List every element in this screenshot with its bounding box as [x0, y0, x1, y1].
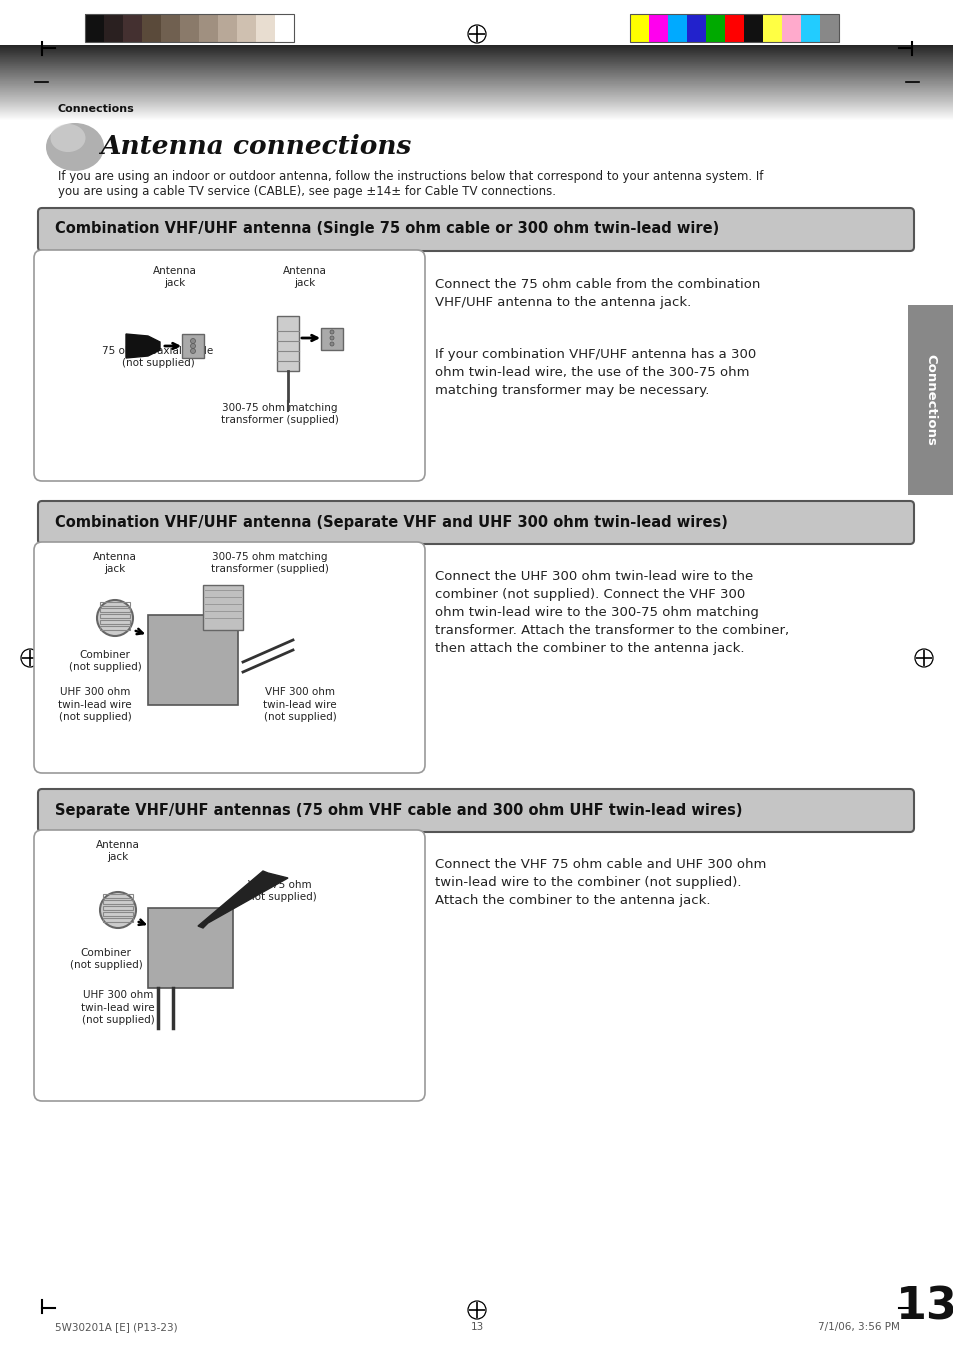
- Bar: [203, 585, 243, 630]
- Bar: [100, 626, 130, 630]
- Circle shape: [330, 342, 334, 346]
- Text: Combiner
(not supplied): Combiner (not supplied): [69, 650, 141, 671]
- Bar: [255, 14, 274, 42]
- Bar: [0, 0, 953, 45]
- Text: 7/1/06, 3:56 PM: 7/1/06, 3:56 PM: [818, 1323, 899, 1332]
- Text: Combiner
(not supplied): Combiner (not supplied): [70, 947, 142, 970]
- Text: Connect the VHF 75 ohm cable and UHF 300 ohm
twin-lead wire to the combiner (not: Connect the VHF 75 ohm cable and UHF 300…: [435, 858, 765, 907]
- Bar: [100, 620, 130, 624]
- Bar: [142, 14, 161, 42]
- Text: VHF 75 ohm
(not supplied): VHF 75 ohm (not supplied): [243, 880, 316, 902]
- Bar: [100, 608, 130, 612]
- Bar: [103, 917, 132, 921]
- Ellipse shape: [97, 600, 132, 636]
- Bar: [85, 14, 294, 42]
- Text: Connections: Connections: [923, 354, 937, 446]
- FancyBboxPatch shape: [34, 542, 424, 773]
- Bar: [629, 14, 838, 42]
- Ellipse shape: [51, 124, 86, 153]
- FancyBboxPatch shape: [38, 208, 913, 251]
- Text: Connections: Connections: [58, 104, 134, 113]
- Text: 13: 13: [895, 1285, 953, 1328]
- Bar: [820, 14, 838, 42]
- Text: Connect the UHF 300 ohm twin-lead wire to the
combiner (not supplied). Connect t: Connect the UHF 300 ohm twin-lead wire t…: [435, 570, 788, 655]
- Bar: [103, 900, 132, 904]
- Bar: [320, 328, 343, 350]
- Bar: [667, 14, 686, 42]
- Text: 75 ohm coaxial cable
(not supplied): 75 ohm coaxial cable (not supplied): [102, 346, 213, 367]
- Text: If you are using an indoor or outdoor antenna, follow the instructions below tha: If you are using an indoor or outdoor an…: [58, 170, 762, 182]
- Text: Antenna
jack: Antenna jack: [96, 839, 140, 862]
- Bar: [648, 14, 667, 42]
- Text: Connect the 75 ohm cable from the combination
VHF/UHF antenna to the antenna jac: Connect the 75 ohm cable from the combin…: [435, 278, 760, 309]
- Ellipse shape: [46, 123, 104, 172]
- Bar: [218, 14, 236, 42]
- Text: Antenna connections: Antenna connections: [100, 135, 411, 159]
- Polygon shape: [126, 334, 160, 358]
- Text: Antenna
jack: Antenna jack: [283, 266, 327, 288]
- Bar: [104, 14, 123, 42]
- FancyBboxPatch shape: [34, 830, 424, 1101]
- Bar: [743, 14, 762, 42]
- Text: Combination VHF/UHF antenna (Separate VHF and UHF 300 ohm twin-lead wires): Combination VHF/UHF antenna (Separate VH…: [55, 515, 727, 530]
- Bar: [199, 14, 218, 42]
- Circle shape: [330, 336, 334, 340]
- Bar: [781, 14, 801, 42]
- FancyBboxPatch shape: [34, 250, 424, 481]
- Bar: [100, 603, 130, 607]
- Text: you are using a cable TV service (CABLE), see page ±14± for Cable TV connections: you are using a cable TV service (CABLE)…: [58, 185, 556, 199]
- Text: VHF 300 ohm
twin-lead wire
(not supplied): VHF 300 ohm twin-lead wire (not supplied…: [263, 688, 336, 721]
- Text: 13: 13: [470, 1323, 483, 1332]
- Text: Antenna
jack: Antenna jack: [152, 266, 196, 288]
- Text: If your combination VHF/UHF antenna has a 300
ohm twin-lead wire, the use of the: If your combination VHF/UHF antenna has …: [435, 349, 756, 397]
- Text: UHF 300 ohm
twin-lead wire
(not supplied): UHF 300 ohm twin-lead wire (not supplied…: [58, 688, 132, 721]
- Text: Antenna
jack: Antenna jack: [93, 551, 137, 574]
- Text: Separate VHF/UHF antennas (75 ohm VHF cable and 300 ohm UHF twin-lead wires): Separate VHF/UHF antennas (75 ohm VHF ca…: [55, 802, 741, 817]
- Bar: [724, 14, 743, 42]
- Bar: [276, 316, 298, 372]
- Circle shape: [330, 330, 334, 334]
- Bar: [907, 305, 953, 494]
- Text: 300-75 ohm matching
transformer (supplied): 300-75 ohm matching transformer (supplie…: [221, 403, 338, 426]
- Bar: [762, 14, 781, 42]
- Circle shape: [191, 343, 195, 349]
- Text: Combination VHF/UHF antenna (Single 75 ohm cable or 300 ohm twin-lead wire): Combination VHF/UHF antenna (Single 75 o…: [55, 222, 719, 236]
- Bar: [801, 14, 820, 42]
- Bar: [103, 894, 132, 898]
- Bar: [103, 912, 132, 916]
- Circle shape: [191, 339, 195, 343]
- Bar: [85, 14, 104, 42]
- Bar: [274, 14, 294, 42]
- Bar: [100, 613, 130, 617]
- Text: 300-75 ohm matching
transformer (supplied): 300-75 ohm matching transformer (supplie…: [211, 551, 329, 574]
- Bar: [148, 615, 237, 705]
- Bar: [180, 14, 199, 42]
- Bar: [705, 14, 724, 42]
- Bar: [629, 14, 648, 42]
- Text: 5W30201A [E] (P13-23): 5W30201A [E] (P13-23): [55, 1323, 177, 1332]
- Ellipse shape: [100, 892, 136, 928]
- Bar: [161, 14, 180, 42]
- Circle shape: [191, 349, 195, 354]
- FancyBboxPatch shape: [38, 501, 913, 544]
- Bar: [123, 14, 142, 42]
- Bar: [182, 334, 204, 358]
- FancyBboxPatch shape: [38, 789, 913, 832]
- Bar: [103, 907, 132, 911]
- Text: UHF 300 ohm
twin-lead wire
(not supplied): UHF 300 ohm twin-lead wire (not supplied…: [81, 990, 154, 1025]
- Polygon shape: [198, 871, 288, 928]
- Bar: [686, 14, 705, 42]
- Bar: [236, 14, 255, 42]
- Bar: [148, 908, 233, 988]
